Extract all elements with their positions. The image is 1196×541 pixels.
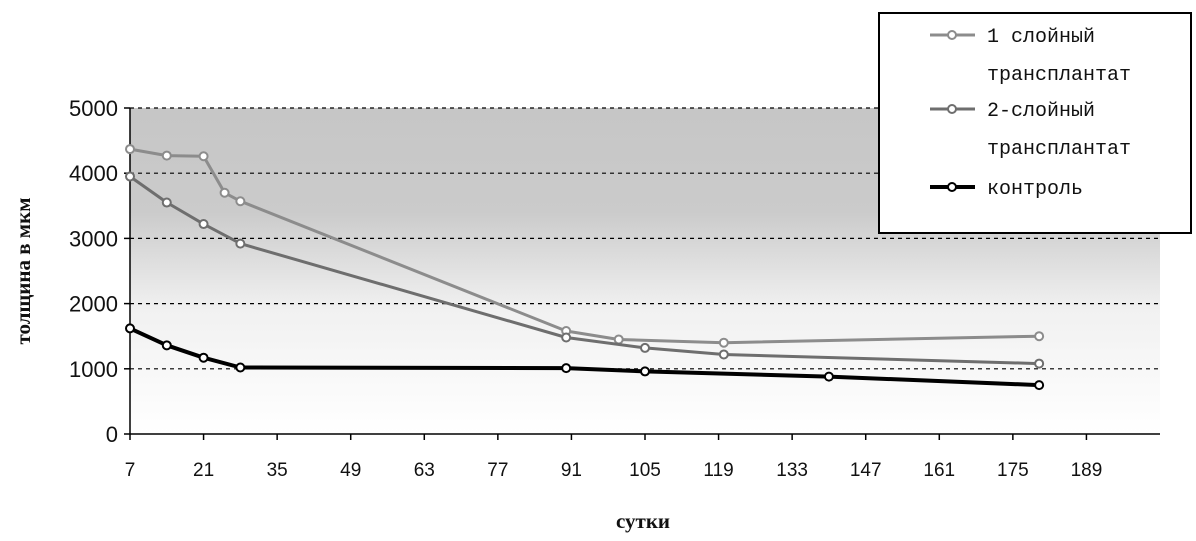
data-point-s2-5	[640, 342, 650, 353]
data-point-s2-1	[161, 197, 172, 208]
x-tick-label-2: 35	[267, 460, 288, 481]
x-tick-label-0: 7	[125, 460, 136, 481]
x-tick-label-7: 105	[629, 460, 661, 481]
tick-labels: 0 1000 2000 3000 4000 5000 7 21 35 49 63 77 91 105 119…	[69, 96, 1102, 481]
data-point-s3-1	[161, 340, 172, 351]
legend-item-3: контроль	[930, 178, 1083, 201]
legend-label-2b: трансплантат	[987, 138, 1131, 161]
data-point-s2-4	[561, 332, 572, 343]
data-point-s1-2	[198, 151, 209, 162]
y-tick-label-3: 3000	[69, 226, 118, 251]
data-point-s2-2	[198, 219, 209, 230]
data-point-s3-2	[198, 352, 209, 363]
data-point-s1-6	[613, 334, 624, 345]
data-point-s2-0	[125, 171, 135, 182]
series-lines	[125, 144, 1045, 391]
data-point-s1-8	[1034, 331, 1045, 342]
x-tick-label-5: 77	[487, 460, 508, 481]
data-point-s2-3	[235, 238, 246, 249]
data-point-s3-0	[125, 323, 135, 334]
y-tick-label-5: 5000	[69, 96, 118, 121]
data-point-s1-1	[161, 150, 172, 161]
data-point-s3-6	[823, 371, 834, 382]
data-point-s3-5	[640, 366, 650, 377]
x-tick-label-8: 119	[703, 460, 733, 481]
data-point-s1-0	[125, 144, 135, 155]
series-line-3	[129, 326, 1040, 388]
legend-item-1: 1 слойный трансплантат	[930, 26, 1131, 87]
x-axis-title: сутки	[616, 509, 670, 533]
data-point-s1-4	[235, 196, 246, 207]
legend-marker-2	[947, 104, 957, 114]
data-point-s3-4	[561, 363, 572, 374]
x-tick-label-12: 175	[997, 460, 1029, 481]
legend-marker-3	[947, 182, 957, 192]
x-tick-label-10: 147	[850, 460, 882, 481]
data-point-s3-3	[235, 362, 246, 373]
y-tick-label-0: 0	[106, 422, 118, 447]
x-tick-label-6: 91	[561, 460, 582, 481]
data-point-s2-7	[1034, 358, 1045, 369]
legend-marker-1	[947, 30, 957, 40]
x-tick-label-13: 189	[1071, 460, 1103, 481]
legend-label-2a: 2-слойный	[987, 100, 1095, 123]
data-point-s2-6	[718, 349, 729, 360]
legend-box	[878, 12, 1192, 234]
legend-item-2: 2-слойный трансплантат	[930, 100, 1131, 161]
y-tick-label-2: 2000	[69, 292, 118, 317]
data-point-s1-7	[718, 337, 729, 348]
data-point-s1-3	[219, 187, 230, 198]
legend: 1 слойный трансплантат 2-слойный транспл…	[878, 12, 1192, 234]
x-tick-label-11: 161	[923, 460, 955, 481]
x-tick-label-1: 21	[193, 460, 214, 481]
series-line-2	[129, 175, 1040, 366]
legend-label-1b: трансплантат	[987, 64, 1131, 87]
data-point-s3-7	[1034, 380, 1045, 391]
y-tick-label-4: 4000	[69, 161, 118, 186]
x-tick-label-3: 49	[340, 460, 361, 481]
x-tick-label-9: 133	[776, 460, 808, 481]
x-tick-label-4: 63	[414, 460, 435, 481]
legend-label-1a: 1 слойный	[987, 26, 1095, 49]
y-axis-title: толщина в мкм	[11, 197, 35, 344]
y-tick-label-1: 1000	[69, 357, 118, 382]
legend-label-3a: контроль	[987, 178, 1083, 201]
